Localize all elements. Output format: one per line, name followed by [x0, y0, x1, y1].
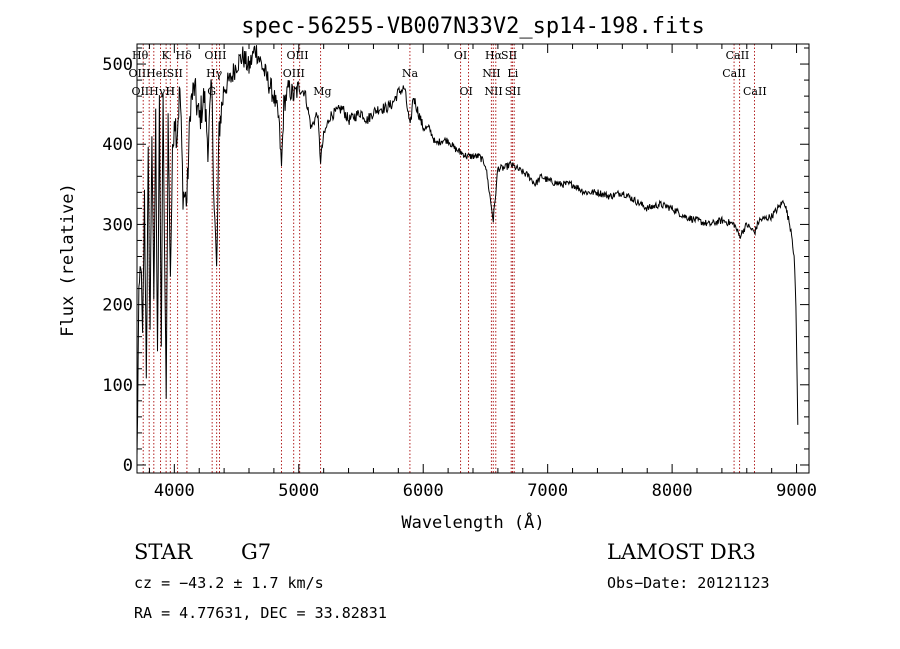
redshift-value: cz = −43.2 ± 1.7 km/s: [134, 574, 324, 592]
line-label-0: Hθ: [132, 49, 149, 62]
survey-name: LAMOST DR3: [607, 540, 756, 564]
x-tick-label-7000: 7000: [527, 481, 568, 501]
x-axis-label: Wavelength (Å): [401, 511, 544, 533]
spectrum-layer: [136, 45, 799, 456]
line-label-8: Hγ: [206, 67, 223, 80]
observation-date: Obs−Date: 20121123: [607, 574, 770, 592]
plot-frame: [136, 43, 810, 474]
line-label-10: OIII: [204, 49, 226, 62]
y-axis-ticks: 0 100 200 300 400 500: [102, 47, 809, 476]
y-tick-label-100: 100: [102, 376, 133, 396]
line-label-24: CaII: [722, 67, 746, 80]
line-label-17: OI: [459, 85, 472, 98]
x-tick-label-5000: 5000: [278, 481, 319, 501]
line-label-22: SII: [501, 49, 517, 62]
line-label-19: Hα: [485, 49, 503, 62]
line-label-14: Mg: [313, 85, 331, 98]
spectral-line-markers: [142, 44, 755, 473]
x-tick-label-9000: 9000: [776, 481, 817, 501]
line-label-21: Li: [507, 67, 518, 80]
chart-title: spec-56255-VB007N33V2_sp14-198.fits: [241, 14, 705, 39]
y-tick-label-0: 0: [123, 456, 133, 476]
object-class: STAR: [134, 540, 193, 564]
crowded-label-1: OIIHγH: [131, 85, 174, 98]
line-label-16: OI: [454, 49, 467, 62]
line-label-7: Hδ: [176, 49, 193, 62]
line-label-5: H: [166, 85, 176, 98]
y-tick-label-200: 200: [102, 296, 133, 316]
x-tick-label-8000: 8000: [652, 481, 693, 501]
line-label-25: CaII: [726, 49, 750, 62]
line-label-23: SII: [505, 85, 521, 98]
line-label-4: K: [162, 49, 171, 62]
y-tick-label-400: 400: [102, 135, 133, 155]
line-label-13: OIII: [283, 67, 305, 80]
line-label-20: NII: [484, 85, 502, 98]
spectrum-line: [136, 45, 799, 456]
x-tick-label-6000: 6000: [403, 481, 444, 501]
object-subclass: G7: [241, 540, 272, 564]
coordinates: RA = 4.77631, DEC = 33.82831: [134, 604, 387, 622]
line-label-15: Na: [402, 67, 419, 80]
crowded-label-0: OIIHeISII: [128, 67, 182, 80]
y-tick-label-500: 500: [102, 55, 133, 75]
line-label-18: NII: [482, 67, 500, 80]
y-tick-label-300: 300: [102, 215, 133, 235]
x-tick-label-4000: 4000: [154, 481, 195, 501]
y-axis-label: Flux (relative): [58, 183, 78, 337]
line-label-26: CaII: [743, 85, 767, 98]
line-label-12: OIII: [287, 49, 309, 62]
x-axis-ticks: 4000 5000 6000 7000 8000 9000: [148, 44, 817, 501]
